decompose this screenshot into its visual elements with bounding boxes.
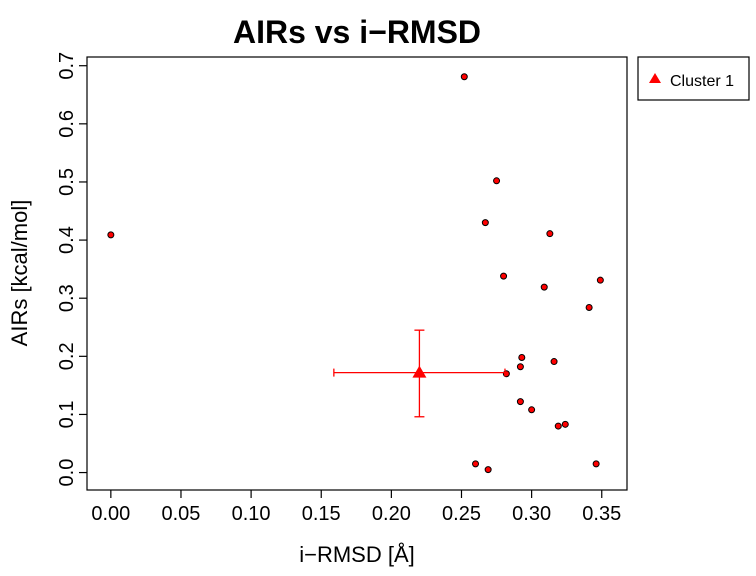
y-tick-label: 0.7 — [56, 52, 78, 80]
legend-triangle-icon — [649, 73, 661, 83]
x-tick-label: 0.20 — [372, 503, 411, 525]
y-tick-label: 0.4 — [56, 226, 78, 254]
x-axis-label: i−RMSD [Å] — [299, 542, 415, 567]
x-tick-label: 0.05 — [162, 503, 201, 525]
data-point — [528, 406, 536, 414]
data-point — [481, 219, 489, 227]
y-tick-label: 0.3 — [56, 284, 78, 312]
y-tick-label: 0.0 — [56, 459, 78, 487]
y-tick-label: 0.5 — [56, 168, 78, 196]
cluster-markers — [333, 329, 506, 418]
x-tick-label: 0.35 — [582, 503, 621, 525]
y-tick-label: 0.2 — [56, 342, 78, 370]
x-tick-label: 0.00 — [91, 503, 130, 525]
x-tick-label: 0.15 — [302, 503, 341, 525]
y-tick-label: 0.6 — [56, 110, 78, 138]
y-axis-label: AIRs [kcal/mol] — [7, 200, 32, 347]
chart-title: AIRs vs i−RMSD — [233, 14, 481, 50]
cluster-centroid-triangle — [412, 365, 427, 378]
x-tick-label: 0.30 — [512, 503, 551, 525]
data-point — [107, 231, 115, 239]
legend-label-cluster-1: Cluster 1 — [670, 73, 734, 90]
data-point — [554, 422, 562, 430]
data-point — [518, 353, 526, 361]
data-point — [585, 304, 593, 312]
data-point — [484, 466, 492, 474]
data-point — [472, 460, 480, 468]
data-point — [516, 398, 524, 406]
data-point — [540, 283, 548, 291]
x-axis: 0.00 0.05 0.10 0.15 0.20 0.25 0.30 0.35 — [91, 490, 621, 525]
data-points — [107, 73, 604, 474]
data-point — [460, 73, 468, 81]
data-point — [516, 363, 524, 371]
x-tick-label: 0.10 — [232, 503, 271, 525]
x-tick-label: 0.25 — [442, 503, 481, 525]
data-point — [596, 276, 604, 284]
data-point — [592, 460, 600, 468]
legend: Cluster 1 — [637, 56, 750, 101]
data-point — [500, 272, 508, 280]
data-point — [502, 370, 510, 378]
data-point — [546, 230, 554, 238]
data-point — [561, 420, 569, 428]
data-point — [493, 177, 501, 185]
data-point — [550, 358, 558, 366]
y-tick-label: 0.1 — [56, 401, 78, 429]
plot-frame — [86, 56, 628, 491]
y-axis: 0.0 0.1 0.2 0.3 0.4 0.5 0.6 0.7 — [56, 52, 87, 487]
